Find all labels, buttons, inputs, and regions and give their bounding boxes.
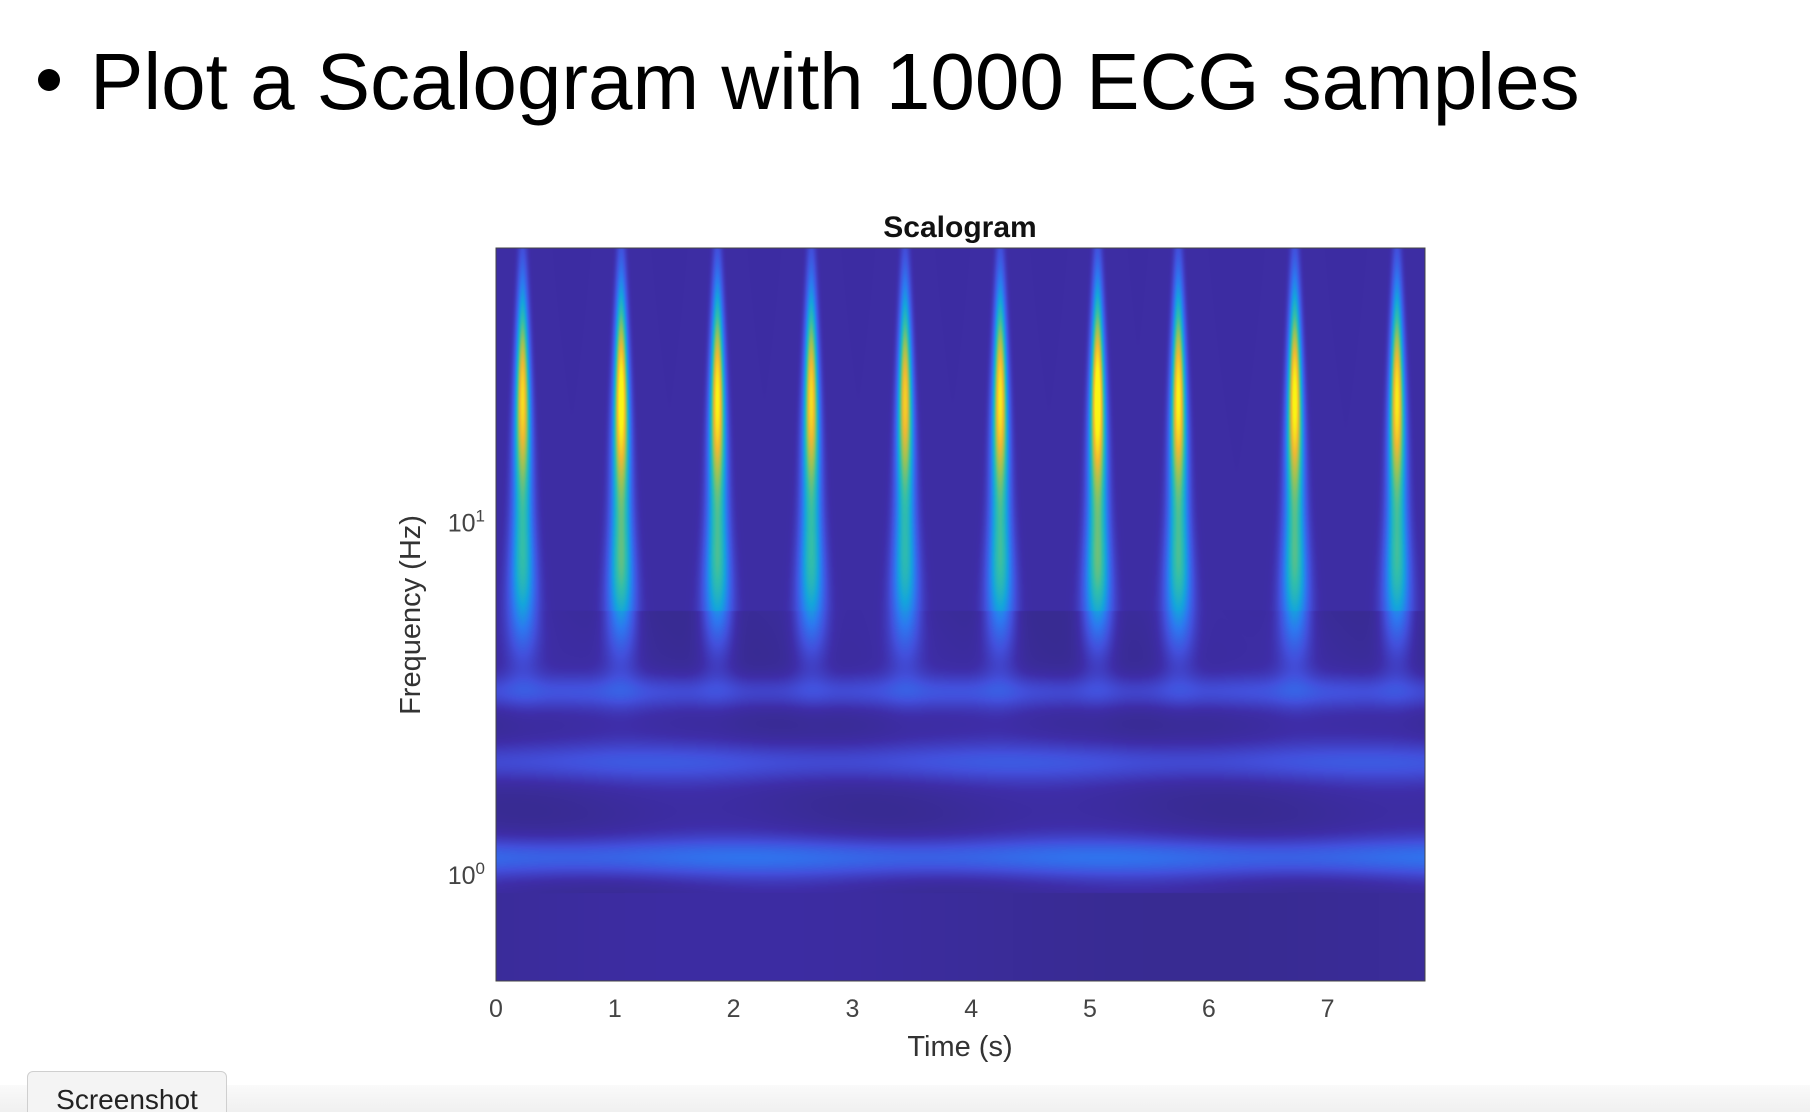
x-tick-label: 7	[1321, 995, 1335, 1023]
x-tick-label: 0	[489, 995, 503, 1023]
x-tick-label: 3	[845, 995, 859, 1023]
bottom-toolbar	[0, 1085, 1810, 1112]
bullet-text: Plot a Scalogram with 1000 ECG samples	[90, 37, 1580, 126]
screenshot-button[interactable]: Screenshot	[27, 1071, 227, 1112]
y-tick-label: 101	[448, 506, 485, 537]
x-tick-label: 5	[1083, 995, 1097, 1023]
x-tick-label: 4	[964, 995, 978, 1023]
y-tick-label: 100	[448, 859, 485, 890]
x-axis-ticks: 0 1 2 3 4 5 6 7	[489, 995, 1334, 1023]
x-tick-label: 6	[1202, 995, 1216, 1023]
slide-bullet: Plot a Scalogram with 1000 ECG samples	[38, 34, 1580, 130]
plot-area-border	[495, 247, 1426, 982]
y-axis-ticks: 101 100	[448, 506, 485, 890]
x-axis-label: Time (s)	[907, 1031, 1012, 1063]
x-tick-label: 1	[608, 995, 622, 1023]
chart-title: Scalogram	[883, 211, 1036, 244]
y-axis-label: Frequency (Hz)	[395, 515, 427, 715]
x-tick-label: 2	[727, 995, 741, 1023]
scalogram-heatmap	[496, 248, 1425, 981]
bullet-dot-icon	[38, 68, 60, 91]
